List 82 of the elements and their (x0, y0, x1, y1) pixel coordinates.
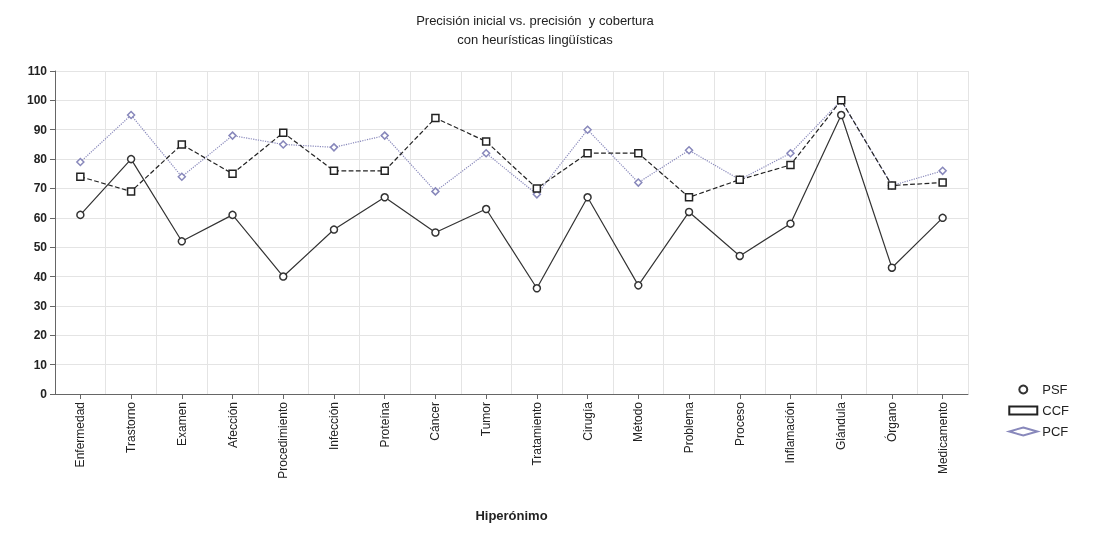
point (583, 193, 592, 202)
point (380, 193, 389, 202)
point (126, 187, 136, 196)
x-tick-label: Glándula (834, 401, 849, 451)
x-tick-label: Procedimiento (276, 401, 291, 479)
point (177, 237, 187, 246)
point (583, 125, 592, 134)
point (938, 178, 947, 187)
point (735, 251, 744, 261)
point (329, 143, 339, 152)
point (126, 154, 136, 164)
x-tick-label: Inflamación (783, 402, 798, 464)
y-tick-label: 30 (33, 298, 48, 313)
point (684, 146, 694, 155)
point (481, 148, 491, 158)
point (329, 225, 339, 234)
legend-label: PCF (1042, 424, 1069, 439)
point (76, 157, 85, 167)
point (938, 166, 947, 176)
point (380, 166, 389, 176)
point (177, 140, 187, 149)
y-tick-label: 50 (33, 240, 48, 255)
point (481, 137, 491, 146)
point (583, 148, 592, 158)
y-tick-label: 0 (40, 387, 48, 401)
point (887, 263, 897, 272)
point (76, 172, 85, 181)
point (431, 113, 440, 123)
point (228, 210, 237, 220)
legend-label: CCF (1042, 403, 1070, 418)
point (836, 110, 846, 120)
point (279, 140, 288, 149)
chart-title: Precisión inicial vs. precisión y cobertura con heurísticas lingüísticas (416, 13, 655, 47)
point (228, 131, 237, 140)
y-tick-label: 60 (33, 210, 48, 225)
point (279, 128, 288, 137)
x-tick-label: Proteína (377, 401, 392, 448)
point (786, 160, 795, 170)
y-tick-label: 90 (33, 122, 48, 137)
point (431, 228, 440, 237)
point (634, 148, 643, 158)
x-tick-label: Enfermedad (73, 402, 88, 468)
point (634, 281, 643, 290)
point (684, 207, 694, 217)
point (786, 148, 795, 158)
point (684, 193, 694, 202)
point (431, 187, 440, 196)
x-tick-label: Examen (174, 402, 189, 447)
x-tick-label: Trastorno (124, 401, 139, 453)
point (634, 178, 643, 187)
x-tick-label: Infección (326, 402, 341, 451)
y-tick-label: 100 (26, 93, 48, 108)
x-tick-label: Órgano (883, 401, 899, 443)
x-tick-label: Cáncer (428, 402, 443, 441)
x-tick-label: Medicamento (935, 401, 950, 475)
point (532, 284, 542, 293)
point (938, 213, 947, 223)
x-tick-label: Problema (682, 401, 697, 454)
y-tick-label: 80 (33, 152, 48, 167)
point (786, 219, 795, 228)
point (126, 110, 136, 120)
y-tick-label: 10 (33, 357, 48, 372)
x-tick-label: Afección (225, 402, 240, 449)
x-tick-label: Tumor (479, 402, 494, 437)
y-tick-label: 70 (33, 181, 48, 196)
x-tick-label: Tratamiento (529, 401, 544, 466)
point (532, 184, 542, 193)
y-tick-label: 40 (33, 269, 48, 284)
x-axis-title: Hiperónimo (475, 508, 548, 523)
y-tick-label: 20 (33, 328, 48, 343)
point (76, 210, 85, 220)
point (177, 172, 187, 181)
y-tick-label: 110 (27, 64, 48, 78)
x-tick-label: Proceso (732, 401, 747, 447)
point (481, 204, 491, 214)
point (380, 131, 389, 140)
point (329, 166, 339, 176)
x-tick-label: Cirugía (580, 401, 595, 441)
x-tick-label: Método (631, 401, 646, 443)
point (279, 272, 288, 281)
point (228, 169, 237, 179)
legend-label: PSF (1042, 382, 1068, 397)
